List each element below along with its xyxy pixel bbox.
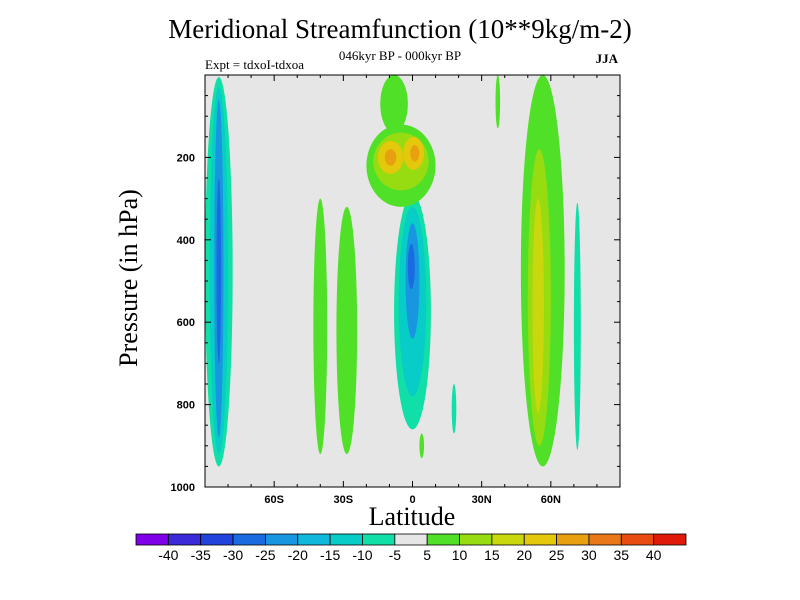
colorbar-label: -10 xyxy=(352,547,372,563)
colorbar-swatch xyxy=(523,533,557,546)
colorbar-label: -30 xyxy=(223,547,243,563)
contour-sh-midlat-band xyxy=(336,206,358,455)
chart-subtitle: 046kyr BP - 000kyr BP xyxy=(338,48,462,63)
y-tick-label: 600 xyxy=(177,317,195,329)
colorbar-swatch xyxy=(653,533,687,546)
contour-upper-tropic-max-west xyxy=(384,149,397,166)
colorbar-label: 40 xyxy=(646,547,662,563)
colorbar-swatch xyxy=(329,533,363,546)
contour-sh-band-center xyxy=(216,178,222,364)
colorbar-label: -40 xyxy=(158,547,178,563)
contour-nh-small-cell xyxy=(451,384,457,434)
contour-upper-tropic-max-east xyxy=(410,145,420,162)
x-tick-label: 60N xyxy=(541,494,561,506)
colorbar-swatch xyxy=(200,533,234,546)
chart-title: Meridional Streamfunction (10**9kg/m-2) xyxy=(168,14,632,44)
x-tick-label: 0 xyxy=(409,494,415,506)
contour-upper-tropic-pair xyxy=(380,75,408,133)
colorbar-label: 5 xyxy=(423,547,431,563)
colorbar-label: 15 xyxy=(484,547,500,563)
colorbar-label: 25 xyxy=(549,547,565,563)
colorbar-swatch xyxy=(135,533,169,546)
colorbar-swatch xyxy=(265,533,299,546)
colorbar-swatch xyxy=(394,533,428,546)
contour-equator-small-low xyxy=(419,433,425,459)
y-tick-label: 200 xyxy=(177,152,195,164)
contour-equator-cell-center xyxy=(407,243,415,290)
colorbar-label: 30 xyxy=(581,547,597,563)
contour-nh-highlat-band xyxy=(573,202,581,450)
colorbar-label: 35 xyxy=(614,547,630,563)
contour-sh-subtrop-band xyxy=(313,198,328,455)
colorbar-swatch xyxy=(491,533,525,546)
y-tick-label: 800 xyxy=(177,400,195,412)
experiment-note: Expt = tdxoI-tdxoa xyxy=(205,57,305,72)
colorbar-swatch xyxy=(297,533,331,546)
colorbar-label: -5 xyxy=(389,547,402,563)
colorbar-swatch xyxy=(232,533,266,546)
colorbar-swatch xyxy=(556,533,590,546)
contour-nh-subtrop-core xyxy=(532,198,544,413)
x-tick-label: 60S xyxy=(264,494,284,506)
season-note: JJA xyxy=(595,51,618,66)
colorbar-label: 20 xyxy=(516,547,532,563)
colorbar-swatch xyxy=(459,533,493,546)
colorbar-swatch xyxy=(426,533,460,546)
y-tick-label: 400 xyxy=(177,235,195,247)
x-axis-label: Latitude xyxy=(368,502,456,531)
colorbar-swatch xyxy=(620,533,655,546)
colorbar-label: 10 xyxy=(452,547,468,563)
colorbar-label: -20 xyxy=(288,547,308,563)
colorbar-swatch xyxy=(167,533,202,546)
colorbar-label: -15 xyxy=(320,547,340,563)
x-tick-label: 30N xyxy=(472,494,492,506)
colorbar-label: -25 xyxy=(255,547,275,563)
x-tick-label: 30S xyxy=(334,494,354,506)
colorbar-swatch xyxy=(588,533,622,546)
colorbar-label: -35 xyxy=(191,547,211,563)
colorbar-swatch xyxy=(362,533,396,546)
contour-nh-small-top xyxy=(495,75,501,129)
y-tick-label: 1000 xyxy=(171,482,195,494)
